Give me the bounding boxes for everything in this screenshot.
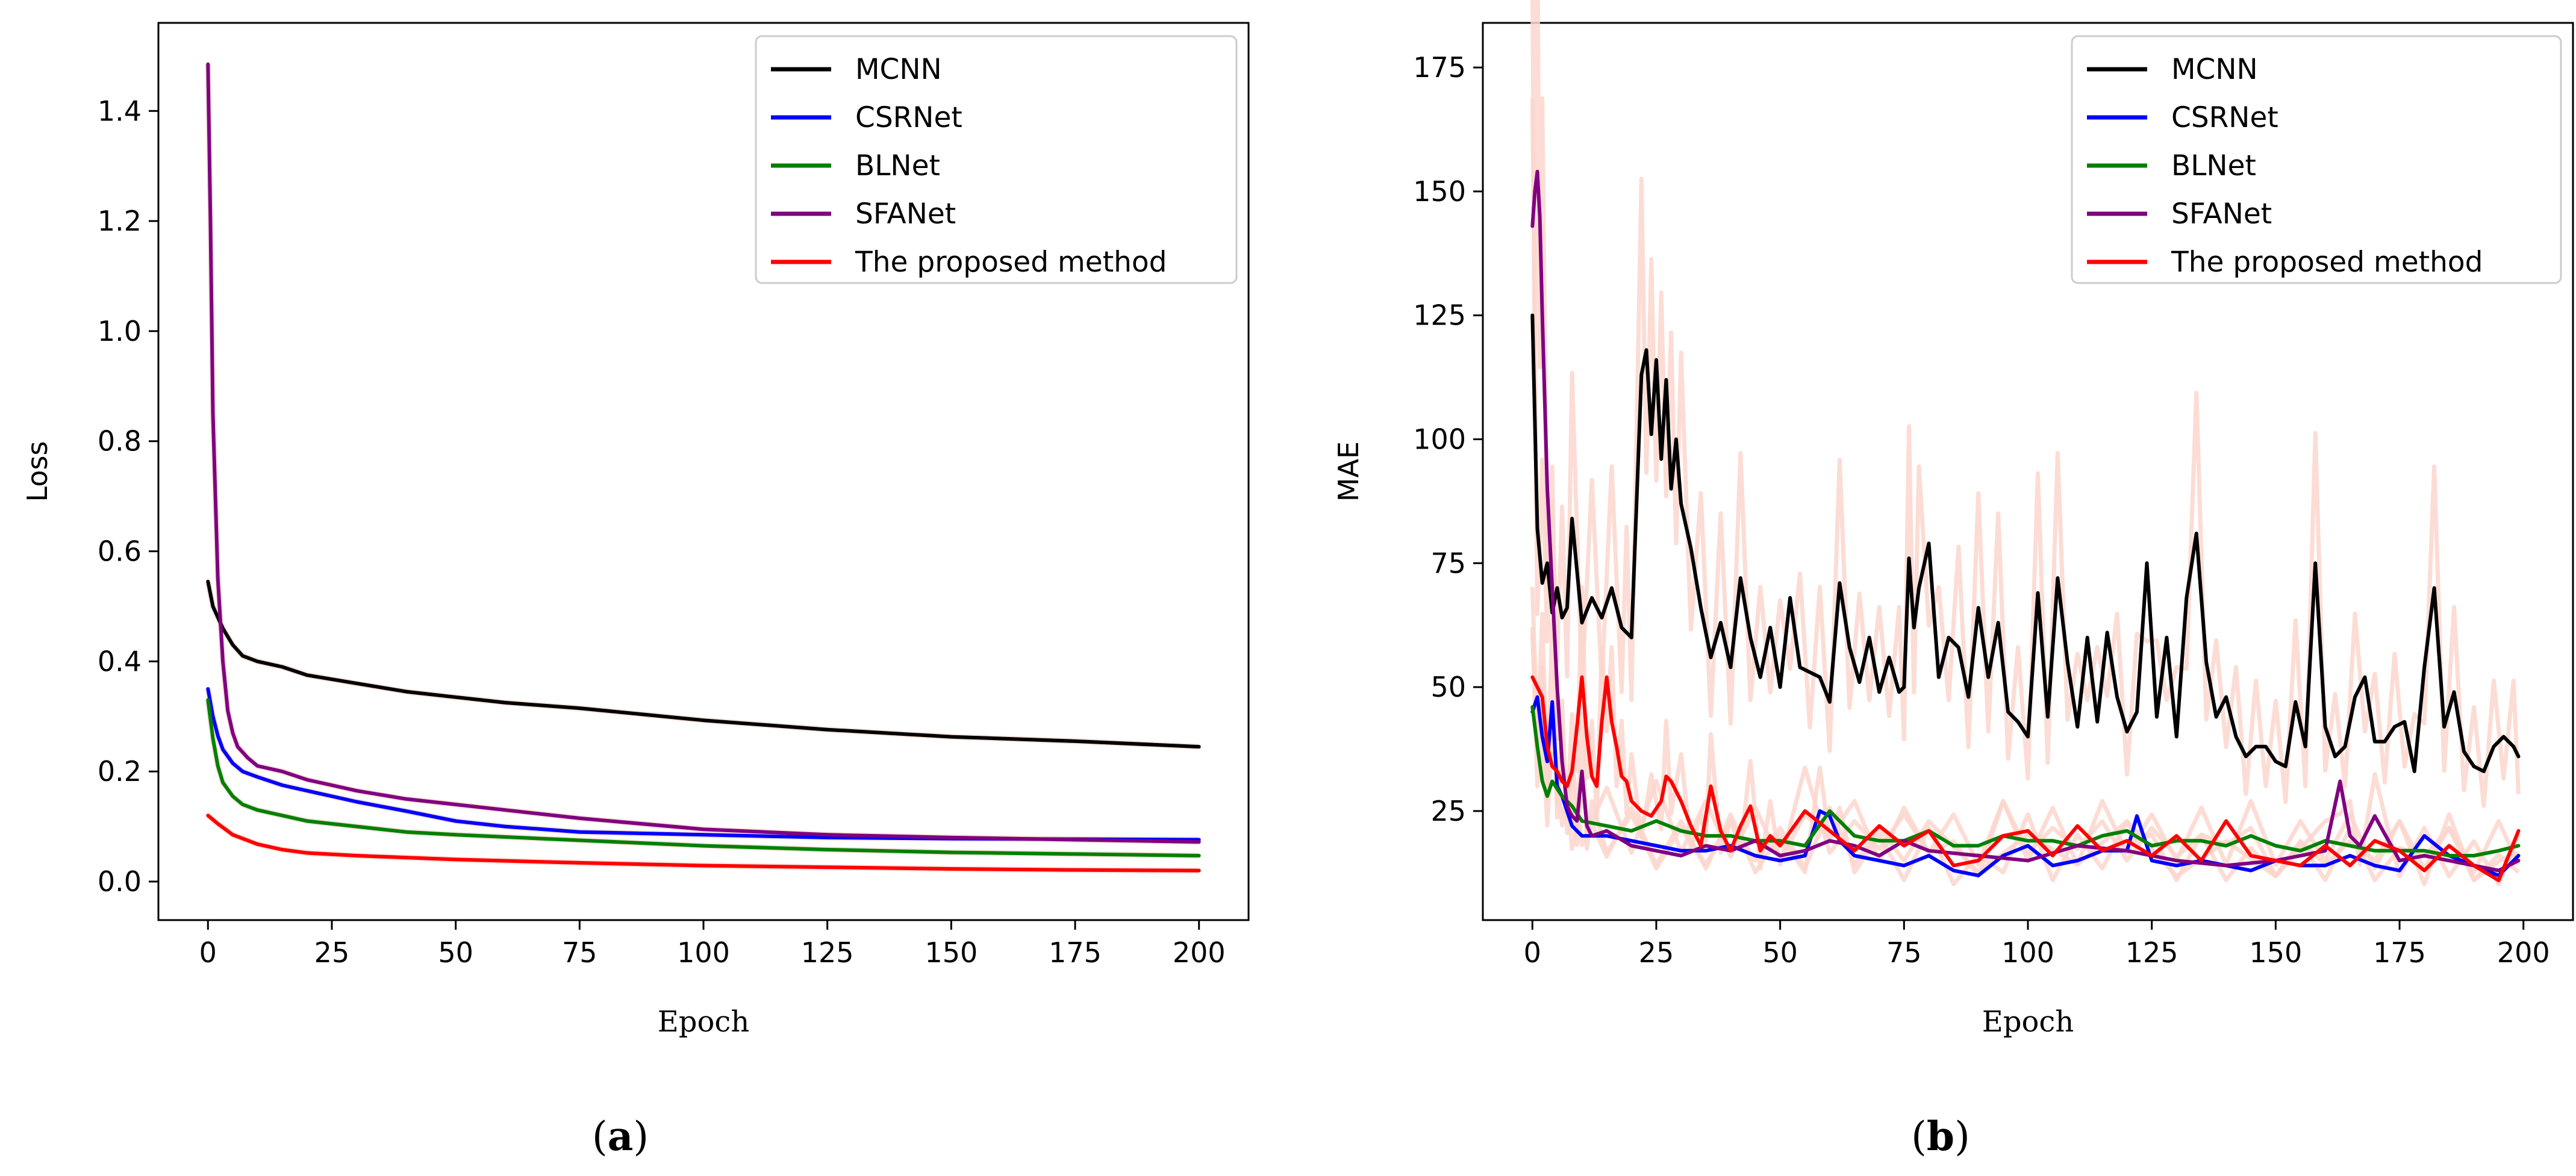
x-tick-label: 75 — [1886, 936, 1922, 969]
x-tick-label: 75 — [562, 936, 597, 969]
panel-b-legend-box — [2071, 35, 2562, 284]
y-tick-label: 1.4 — [98, 95, 142, 127]
x-tick-label: 125 — [801, 936, 854, 969]
legend-label-blnet: BLNet — [855, 149, 940, 182]
panel-b-legend: MCNN CSRNet BLNet SFANet The proposed method — [2071, 35, 2562, 284]
panel-a-caption: (a) — [592, 1113, 649, 1160]
panel-a-y-axis-label: Loss — [21, 441, 54, 502]
series-line-sfanet — [1530, 170, 2521, 873]
y-tick-label: 75 — [1430, 547, 1466, 579]
legend-label-mcnn: MCNN — [855, 53, 942, 86]
x-tick-label: 0 — [1524, 936, 1541, 969]
series-raw-mcnn — [1530, 98, 2521, 808]
x-tick-label: 0 — [199, 936, 217, 969]
x-tick-label: 100 — [2001, 936, 2054, 969]
x-tick-label: 175 — [1049, 936, 1102, 969]
y-tick-label: 0.0 — [98, 865, 142, 898]
series-raw-the-proposed-method — [1530, 585, 2519, 886]
y-tick-label: 0.2 — [98, 755, 142, 788]
x-tick-label: 150 — [2249, 936, 2302, 969]
panel-b-x-axis: 0 25 50 75 100 125 150 175 200 — [1524, 920, 2550, 969]
legend-label-csrnet: CSRNet — [855, 101, 962, 134]
series-line-csrnet — [1530, 695, 2521, 877]
x-tick-label: 50 — [1762, 936, 1798, 969]
panel-a-legend: MCNN CSRNet BLNet SFANet The proposed method — [755, 35, 1238, 284]
legend-label-csrnet: CSRNet — [2171, 101, 2278, 134]
x-tick-label: 200 — [1173, 936, 1226, 969]
legend-label-mcnn: MCNN — [2171, 53, 2258, 86]
x-tick-label: 50 — [438, 936, 473, 969]
series-line-blnet — [206, 698, 1201, 857]
series-line-csrnet — [206, 687, 1201, 842]
y-tick-label: 175 — [1413, 51, 1466, 84]
legend-label-sfanet: SFANet — [2171, 198, 2272, 231]
y-tick-label: 0.6 — [98, 535, 142, 568]
x-tick-label: 150 — [925, 936, 978, 969]
panel-b-y-axis-label: MAE — [1332, 441, 1365, 502]
panel-a-y-axis: 0.0 0.2 0.4 0.6 0.8 1.0 1.2 1.4 — [98, 95, 158, 898]
panel-b-caption: (b) — [1911, 1113, 1970, 1160]
x-tick-label: 175 — [2373, 936, 2426, 969]
series-line-mcnn — [1530, 313, 2521, 773]
y-tick-label: 100 — [1413, 423, 1466, 455]
panel-b-y-axis: 25 50 75 100 125 150 175 — [1413, 51, 1483, 827]
legend-label-blnet: BLNet — [2171, 149, 2256, 182]
x-tick-label: 125 — [2125, 936, 2178, 969]
y-tick-label: 1.0 — [98, 315, 142, 347]
panel-a-x-axis: 0 25 50 75 100 125 150 175 200 — [199, 920, 1226, 969]
legend-label-sfanet: SFANet — [855, 198, 956, 231]
panel-b: 0 25 50 75 100 125 150 175 200 25 50 75 100 125 150 17… — [1332, 0, 2574, 1160]
panel-b-series — [1530, 170, 2521, 883]
series-line-the-proposed-method — [206, 814, 1201, 873]
x-tick-label: 25 — [314, 936, 350, 969]
series-line-blnet — [1530, 705, 2521, 857]
series-line-mcnn — [206, 579, 1201, 749]
y-tick-label: 0.8 — [98, 425, 142, 458]
y-tick-label: 25 — [1430, 795, 1466, 827]
panel-a-series — [206, 62, 1201, 873]
series-line-sfanet — [206, 62, 1201, 844]
x-tick-label: 25 — [1639, 936, 1674, 969]
y-tick-label: 50 — [1430, 671, 1466, 703]
x-tick-label: 100 — [677, 936, 730, 969]
x-tick-label: 200 — [2497, 936, 2550, 969]
y-tick-label: 0.4 — [98, 645, 142, 677]
panel-a: 0 25 50 75 100 125 150 175 200 0.0 0.2 0.4 0.6 0.8 1.… — [21, 22, 1250, 1160]
panel-a-x-axis-label: Epoch — [658, 1005, 749, 1039]
panel-b-x-axis-label: Epoch — [1982, 1005, 2074, 1039]
y-tick-label: 125 — [1413, 299, 1466, 332]
y-tick-label: 150 — [1413, 175, 1466, 208]
legend-label-the-proposed-method: The proposed method — [2171, 246, 2483, 279]
series-line-the-proposed-method — [1530, 675, 2521, 883]
y-tick-label: 1.2 — [98, 205, 142, 237]
legend-label-the-proposed-method: The proposed method — [855, 246, 1167, 279]
panel-a-legend-box — [755, 35, 1238, 284]
